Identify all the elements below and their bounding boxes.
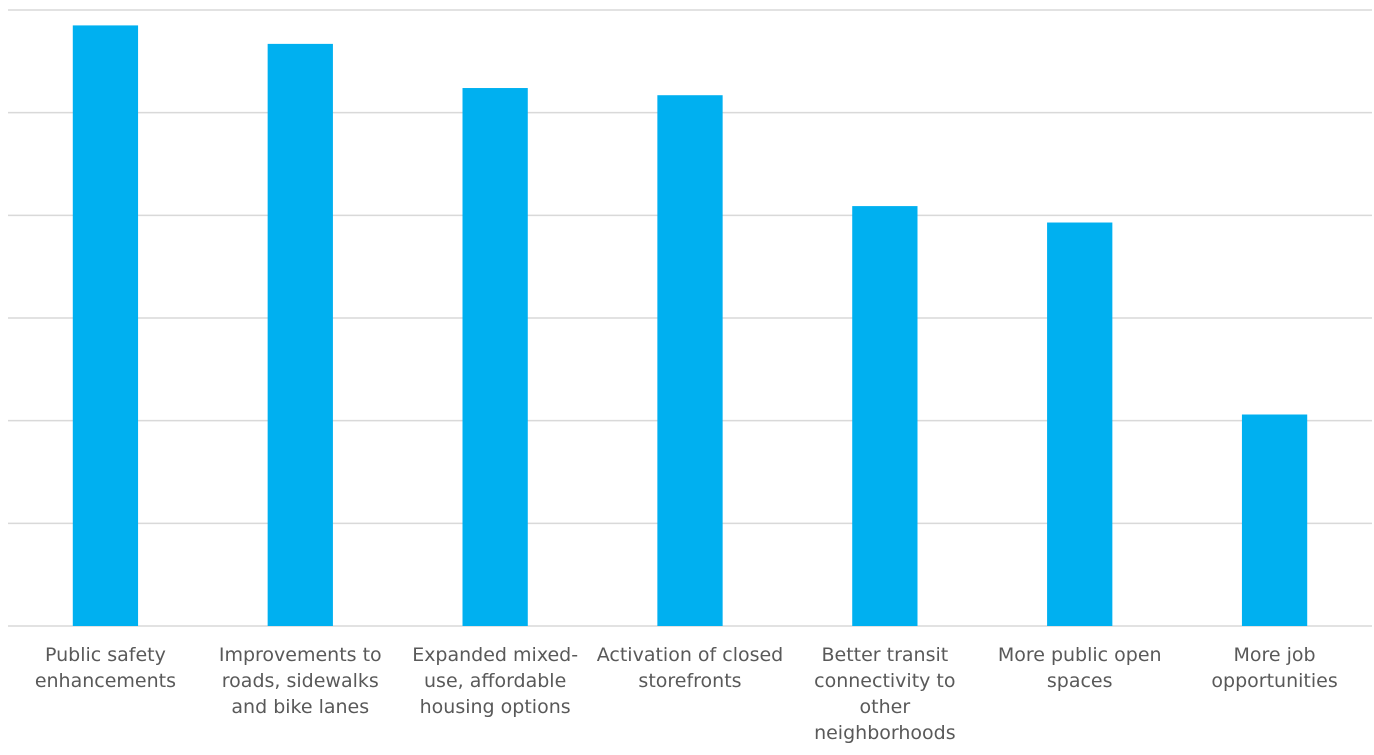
bar [657, 95, 723, 627]
bar [462, 88, 528, 626]
bars [72, 25, 1308, 627]
x-tick-label: Expanded mixed-use, affordable housing o… [412, 644, 579, 718]
x-tick-label: More job opportunities [1211, 644, 1338, 692]
bar [267, 43, 333, 626]
x-tick-label: More public open spaces [997, 644, 1162, 692]
x-tick-label: Improvements to roads, sidewalks and bik… [218, 644, 382, 718]
bar [72, 25, 139, 626]
x-tick-label: Activation of closed storefronts [596, 644, 784, 692]
x-tick-label: Public safety enhancements [34, 644, 177, 692]
bar [1047, 222, 1113, 626]
x-tick-label: Better transit connectivity to other nei… [814, 644, 956, 744]
bar [1241, 414, 1308, 626]
bar [852, 206, 918, 627]
